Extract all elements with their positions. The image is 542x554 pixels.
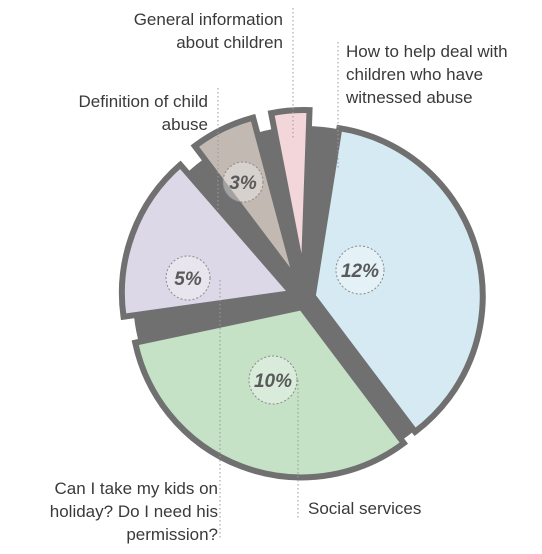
percent-badge-1 xyxy=(335,245,385,295)
percent-badges: 12% 10% 5% 3% xyxy=(165,161,385,405)
pie-slices xyxy=(118,107,486,481)
pie-slice-5 xyxy=(267,107,313,281)
percent-badge-3 xyxy=(165,255,211,301)
slice-label-2: Social services xyxy=(308,499,421,518)
percent-label-4: 3% xyxy=(229,173,257,194)
percent-badge-2 xyxy=(248,355,298,405)
slice-label-1: How to help deal with children who have wi… xyxy=(345,42,508,107)
percent-label-3: 5% xyxy=(174,269,202,290)
pie-slice-2 xyxy=(131,304,409,481)
pie-slice-3 xyxy=(118,160,298,321)
pie-slice-1 xyxy=(309,124,486,437)
leader-lines xyxy=(217,8,339,540)
slice-labels: How to help deal with children who have wi… xyxy=(50,10,508,544)
slice-label-3: Can I take my kids on holiday? Do I need … xyxy=(50,479,218,544)
pie-slice-4 xyxy=(190,113,301,284)
slice-label-4: Definition of child abuse xyxy=(79,92,208,134)
percent-label-2: 10% xyxy=(254,371,292,392)
percent-label-1: 12% xyxy=(341,261,379,282)
percent-badge-4 xyxy=(222,161,264,203)
slice-label-5: General information about children xyxy=(134,10,283,52)
